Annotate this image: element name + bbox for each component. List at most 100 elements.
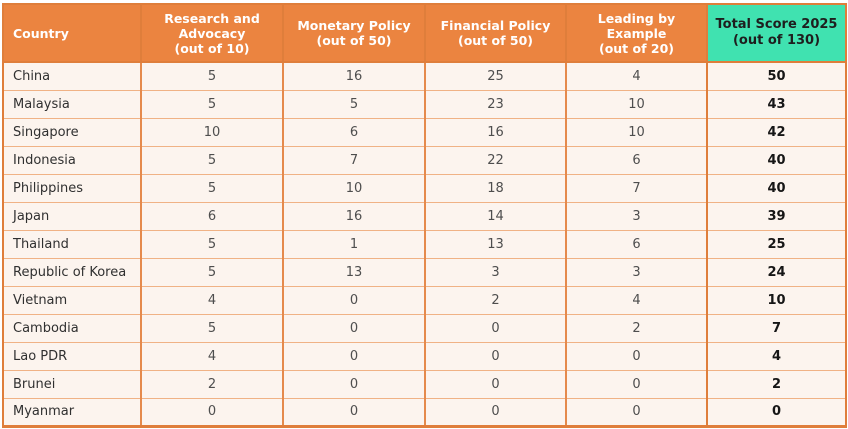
research_advocacy-cell: 5: [140, 145, 283, 174]
leading_by_example-cell: 4: [565, 62, 707, 90]
country-cell: Brunei: [3, 369, 141, 398]
research_advocacy-cell: 5: [140, 173, 283, 202]
financial_policy-cell: 2: [424, 285, 566, 314]
leading_by_example-cell: 10: [565, 117, 707, 146]
total_score-cell: 25: [706, 229, 846, 258]
country-cell: Thailand: [3, 229, 141, 258]
table-row: Philippines 5 10 18 7 40: [3, 173, 846, 202]
research_advocacy-cell: 0: [140, 397, 283, 426]
country-cell: Cambodia: [3, 313, 141, 342]
monetary_policy-cell: 1: [282, 229, 425, 258]
table-row: Japan 6 16 14 3 39: [3, 201, 846, 230]
leading_by_example-cell: 2: [565, 313, 707, 342]
table-row: Lao PDR 4 0 0 0 4: [3, 341, 846, 370]
column-header-leading_by_example: Leading by Example (out of 20): [565, 4, 707, 63]
country-cell: Lao PDR: [3, 341, 141, 370]
column-header-monetary_policy: Monetary Policy (out of 50): [282, 4, 425, 63]
table-row: Republic of Korea 5 13 3 3 24: [3, 257, 846, 286]
leading_by_example-cell: 7: [565, 173, 707, 202]
total_score-cell: 40: [706, 145, 846, 174]
total_score-cell: 39: [706, 201, 846, 230]
country-cell: Vietnam: [3, 285, 141, 314]
financial_policy-cell: 13: [424, 229, 566, 258]
research_advocacy-cell: 5: [140, 89, 283, 118]
total_score-cell: 42: [706, 117, 846, 146]
financial_policy-cell: 0: [424, 369, 566, 398]
total_score-cell: 43: [706, 89, 846, 118]
financial_policy-cell: 0: [424, 397, 566, 426]
financial_policy-cell: 0: [424, 313, 566, 342]
leading_by_example-cell: 3: [565, 257, 707, 286]
total_score-cell: 7: [706, 313, 846, 342]
monetary_policy-cell: 5: [282, 89, 425, 118]
country-cell: Singapore: [3, 117, 141, 146]
country-cell: Philippines: [3, 173, 141, 202]
financial_policy-cell: 18: [424, 173, 566, 202]
monetary_policy-cell: 0: [282, 369, 425, 398]
column-header-research_advocacy: Research and Advocacy (out of 10): [140, 4, 283, 63]
country-cell: Republic of Korea: [3, 257, 141, 286]
research_advocacy-cell: 4: [140, 285, 283, 314]
research_advocacy-cell: 5: [140, 257, 283, 286]
country-cell: Malaysia: [3, 89, 141, 118]
leading_by_example-cell: 6: [565, 145, 707, 174]
total_score-cell: 50: [706, 62, 846, 90]
column-header-financial_policy: Financial Policy (out of 50): [424, 4, 566, 63]
leading_by_example-cell: 10: [565, 89, 707, 118]
table-row: China 5 16 25 4 50: [3, 62, 846, 90]
monetary_policy-cell: 0: [282, 397, 425, 426]
leading_by_example-cell: 3: [565, 201, 707, 230]
research_advocacy-cell: 10: [140, 117, 283, 146]
leading_by_example-cell: 6: [565, 229, 707, 258]
country-cell: China: [3, 62, 141, 90]
research_advocacy-cell: 5: [140, 62, 283, 90]
country-scores-table: Country Research and Advocacy (out of 10)…: [2, 3, 847, 428]
country-cell: Indonesia: [3, 145, 141, 174]
financial_policy-cell: 16: [424, 117, 566, 146]
monetary_policy-cell: 0: [282, 313, 425, 342]
financial_policy-cell: 22: [424, 145, 566, 174]
table-row: Myanmar 0 0 0 0 0: [3, 397, 846, 426]
research_advocacy-cell: 6: [140, 201, 283, 230]
column-header-country: Country: [3, 4, 141, 63]
research_advocacy-cell: 2: [140, 369, 283, 398]
leading_by_example-cell: 0: [565, 397, 707, 426]
financial_policy-cell: 14: [424, 201, 566, 230]
table-row: Indonesia 5 7 22 6 40: [3, 145, 846, 174]
financial_policy-cell: 25: [424, 62, 566, 90]
monetary_policy-cell: 16: [282, 201, 425, 230]
monetary_policy-cell: 10: [282, 173, 425, 202]
country-cell: Japan: [3, 201, 141, 230]
table-row: Singapore 10 6 16 10 42: [3, 117, 846, 146]
table-row: Vietnam 4 0 2 4 10: [3, 285, 846, 314]
table-body: China 5 16 25 4 50 Malaysia 5 5 23 10 43 Singapore 10…: [3, 62, 846, 426]
monetary_policy-cell: 0: [282, 341, 425, 370]
financial_policy-cell: 0: [424, 341, 566, 370]
table-row: Malaysia 5 5 23 10 43: [3, 89, 846, 118]
leading_by_example-cell: 4: [565, 285, 707, 314]
total_score-cell: 10: [706, 285, 846, 314]
total_score-cell: 2: [706, 369, 846, 398]
monetary_policy-cell: 0: [282, 285, 425, 314]
monetary_policy-cell: 16: [282, 62, 425, 90]
header-row: Country Research and Advocacy (out of 10)…: [3, 4, 846, 63]
total_score-cell: 4: [706, 341, 846, 370]
research_advocacy-cell: 4: [140, 341, 283, 370]
leading_by_example-cell: 0: [565, 369, 707, 398]
table-row: Thailand 5 1 13 6 25: [3, 229, 846, 258]
column-header-total_score: Total Score 2025 (out of 130): [706, 4, 846, 63]
financial_policy-cell: 23: [424, 89, 566, 118]
monetary_policy-cell: 6: [282, 117, 425, 146]
research_advocacy-cell: 5: [140, 313, 283, 342]
research_advocacy-cell: 5: [140, 229, 283, 258]
total_score-cell: 40: [706, 173, 846, 202]
total_score-cell: 0: [706, 397, 846, 426]
leading_by_example-cell: 0: [565, 341, 707, 370]
total_score-cell: 24: [706, 257, 846, 286]
monetary_policy-cell: 7: [282, 145, 425, 174]
table-row: Cambodia 5 0 0 2 7: [3, 313, 846, 342]
table-row: Brunei 2 0 0 0 2: [3, 369, 846, 398]
table-header: Country Research and Advocacy (out of 10)…: [3, 4, 846, 63]
country-cell: Myanmar: [3, 397, 141, 426]
